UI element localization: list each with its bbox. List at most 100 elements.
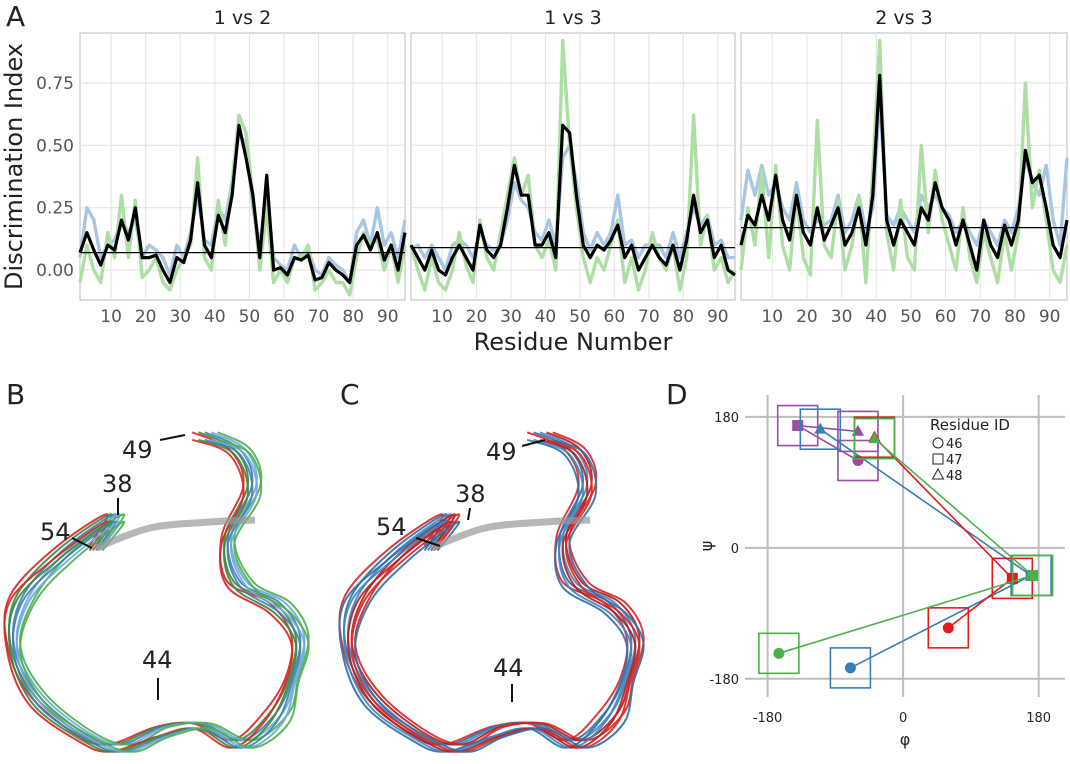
panel-label: A bbox=[6, 0, 25, 33]
y-tick-label: 0.75 bbox=[36, 74, 74, 94]
backbone-trace bbox=[354, 431, 645, 746]
x-tick-label: 20 bbox=[466, 307, 488, 327]
x-tick-label: 90 bbox=[377, 307, 399, 327]
y-axis-title: Discrimination Index bbox=[0, 43, 28, 290]
x-axis-title: φ bbox=[900, 730, 911, 749]
panel-label: B bbox=[6, 378, 25, 411]
x-tick-label: -180 bbox=[753, 711, 783, 726]
x-tick-label: 20 bbox=[796, 307, 818, 327]
y-tick-label: 0 bbox=[731, 542, 739, 557]
legend-label: 48 bbox=[946, 469, 963, 484]
residue-label: 49 bbox=[122, 436, 153, 464]
backbone-trace bbox=[7, 438, 298, 753]
point bbox=[868, 432, 881, 444]
region-box bbox=[837, 410, 879, 453]
x-tick-label: 70 bbox=[969, 307, 991, 327]
x-tick-label: 90 bbox=[707, 307, 729, 327]
residue-label: 38 bbox=[455, 480, 486, 508]
x-tick-label: 20 bbox=[135, 307, 157, 327]
x-tick-label: 0 bbox=[899, 711, 907, 726]
region-box bbox=[853, 417, 896, 460]
point bbox=[773, 647, 785, 659]
backbone-trace bbox=[350, 438, 641, 753]
leader-line bbox=[467, 507, 471, 521]
point bbox=[844, 662, 856, 674]
point bbox=[942, 622, 954, 634]
facet-title: 1 vs 3 bbox=[544, 7, 601, 29]
region-box bbox=[829, 647, 872, 689]
x-tick-label: 60 bbox=[935, 307, 957, 327]
x-tick-label: 30 bbox=[169, 307, 191, 327]
y-tick-label: -180 bbox=[709, 673, 739, 688]
y-tick-label: 0.25 bbox=[36, 199, 74, 219]
x-tick-label: 10 bbox=[100, 307, 122, 327]
panel-label: D bbox=[666, 378, 688, 411]
x-axis-title: Residue Number bbox=[474, 328, 673, 356]
series-line bbox=[78, 123, 407, 285]
legend-symbol bbox=[932, 453, 944, 465]
region-box bbox=[927, 607, 970, 649]
residue-label: 54 bbox=[376, 513, 407, 541]
residue-label: 44 bbox=[493, 654, 524, 682]
legend-label: 46 bbox=[946, 437, 963, 452]
x-tick-label: 10 bbox=[761, 307, 783, 327]
x-tick-label: 40 bbox=[204, 307, 226, 327]
backbone-trace bbox=[342, 438, 633, 753]
leader-line bbox=[415, 537, 441, 547]
x-tick-label: 50 bbox=[569, 307, 591, 327]
leader-line bbox=[521, 439, 546, 447]
point bbox=[792, 420, 804, 432]
backbone-trace bbox=[3, 438, 294, 753]
x-tick-label: 60 bbox=[273, 307, 295, 327]
leader-line bbox=[71, 537, 93, 549]
x-tick-label: 90 bbox=[1039, 307, 1061, 327]
legend-title: Residue ID bbox=[930, 416, 1010, 434]
residue-label: 38 bbox=[102, 470, 133, 498]
leader-lines bbox=[71, 434, 546, 702]
panel-label: C bbox=[340, 378, 360, 411]
x-tick-label: 60 bbox=[604, 307, 626, 327]
y-axis-title: ψ bbox=[697, 541, 716, 552]
series-line bbox=[409, 123, 736, 277]
structure-b bbox=[3, 431, 310, 753]
connector-line bbox=[797, 424, 859, 462]
backbone-trace bbox=[19, 431, 310, 746]
residue-label: 54 bbox=[40, 518, 71, 546]
legend-label: 47 bbox=[946, 453, 963, 468]
legend-symbol bbox=[931, 467, 945, 480]
y-tick-label: 180 bbox=[714, 411, 739, 426]
x-tick-label: 80 bbox=[672, 307, 694, 327]
x-tick-label: 80 bbox=[1004, 307, 1026, 327]
x-tick-label: 30 bbox=[500, 307, 522, 327]
strand bbox=[94, 516, 256, 552]
backbone-trace bbox=[338, 438, 629, 753]
x-tick-label: 80 bbox=[342, 307, 364, 327]
connector-line bbox=[873, 436, 1014, 629]
backbone-trace bbox=[19, 438, 310, 753]
connector-line bbox=[778, 438, 1035, 655]
point bbox=[1027, 569, 1039, 581]
region-box bbox=[776, 404, 819, 447]
residue-label: 44 bbox=[142, 646, 173, 674]
x-tick-label: 70 bbox=[308, 307, 330, 327]
series-line bbox=[739, 93, 1069, 247]
structure-c bbox=[338, 431, 645, 753]
y-tick-label: 0.50 bbox=[36, 136, 74, 156]
y-tick-label: 0.00 bbox=[36, 261, 74, 281]
x-tick-label: 70 bbox=[638, 307, 660, 327]
x-tick-label: 50 bbox=[900, 307, 922, 327]
region-box bbox=[758, 632, 800, 675]
backbone-trace bbox=[12, 438, 302, 753]
x-tick-label: 10 bbox=[431, 307, 453, 327]
x-tick-label: 50 bbox=[239, 307, 261, 327]
facet-title: 2 vs 3 bbox=[875, 7, 932, 29]
region-box bbox=[1011, 554, 1054, 597]
strand bbox=[429, 516, 591, 552]
point bbox=[814, 422, 827, 434]
x-tick-label: 40 bbox=[865, 307, 887, 327]
region-box bbox=[799, 408, 842, 451]
legend-symbol bbox=[932, 437, 944, 449]
facet-title: 1 vs 2 bbox=[214, 7, 271, 29]
leader-line bbox=[159, 434, 186, 441]
x-tick-label: 180 bbox=[1026, 711, 1051, 726]
